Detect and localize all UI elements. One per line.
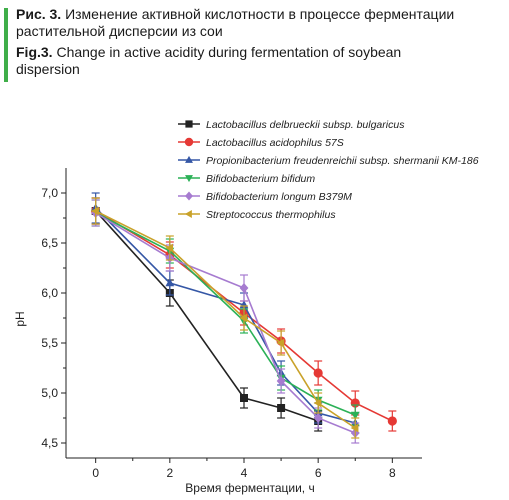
x-tick-label: 2	[166, 466, 173, 480]
legend-item-6: Streptococcus thermophilus	[178, 209, 336, 221]
data-point	[350, 423, 359, 433]
legend-item-3: Propionibacterium freudenreichii subsp. …	[178, 155, 479, 167]
legend-label: Bifidobacterium longum B379M	[206, 191, 352, 203]
legend-item-4: Bifidobacterium bifidum	[178, 173, 315, 185]
data-point	[165, 243, 174, 253]
data-point	[165, 278, 175, 287]
series-line	[95, 207, 356, 424]
y-tick-label: 5,0	[41, 386, 58, 400]
y-tick-label: 6,0	[41, 286, 58, 300]
series-5	[91, 199, 360, 444]
data-point	[350, 411, 360, 420]
legend-label: Bifidobacterium bifidum	[206, 173, 315, 185]
data-point	[239, 313, 248, 323]
series-line	[95, 212, 356, 416]
legend-marker	[185, 155, 193, 163]
series-line	[95, 212, 356, 434]
legend-label: Lactobacillus acidophilus 57S	[206, 137, 344, 149]
caption-ru-line-1: Рис. 3. Изменение активной кислотности в…	[16, 6, 454, 23]
caption-en-line-2: dispersion	[16, 61, 80, 77]
data-point	[240, 394, 248, 402]
legend-label: Streptococcus thermophilus	[206, 209, 336, 221]
data-point	[313, 368, 323, 378]
chart-legend: Lactobacillus delbrueckii subsp. bulgari…	[178, 119, 479, 221]
caption-ru-text-1: Изменение активной кислотности в процесс…	[65, 6, 455, 22]
series-6	[91, 197, 360, 439]
chart-series-layer	[91, 192, 397, 444]
legend-marker	[185, 175, 193, 183]
x-tick-label: 4	[241, 466, 248, 480]
caption-en-line-1: Fig.3. Change in active acidity during f…	[16, 44, 401, 61]
x-axis-title: Время ферментации, ч	[185, 481, 314, 495]
data-point	[276, 338, 285, 348]
y-tick-label: 7,0	[41, 186, 58, 200]
x-tick-label: 6	[315, 466, 322, 480]
data-point	[277, 404, 286, 412]
data-point	[276, 376, 286, 386]
legend-marker	[184, 210, 192, 218]
series-line	[95, 210, 356, 429]
legend-item-1: Lactobacillus delbrueckii subsp. bulgari…	[178, 119, 405, 131]
data-point	[313, 413, 323, 423]
y-tick-label: 6,5	[41, 236, 58, 250]
legend-marker	[184, 137, 194, 147]
data-point	[387, 416, 397, 426]
y-axis-title: pH	[13, 311, 27, 326]
data-point	[91, 206, 99, 216]
legend-marker	[185, 120, 193, 128]
chart-axes: 4,5 5,0 5,5 6,0 6,5 7,0 0 2 4 6 8	[41, 168, 422, 480]
legend-marker	[185, 191, 193, 201]
x-tick-label: 8	[389, 466, 396, 480]
caption-en-text-1: Change in active acidity during fermenta…	[56, 44, 402, 60]
y-tick-label: 5,5	[41, 336, 58, 350]
x-tick-label: 0	[92, 466, 99, 480]
data-point	[239, 283, 249, 293]
caption-ru-label: Рис. 3.	[16, 6, 62, 22]
series-1	[91, 197, 323, 432]
y-tick-label: 4,5	[41, 436, 58, 450]
caption-ru-line-2: растительной дисперсии из сои	[16, 23, 223, 39]
legend-label: Propionibacterium freudenreichii subsp. …	[206, 155, 479, 167]
legend-item-5: Bifidobacterium longum B379M	[178, 191, 352, 203]
legend-label: Lactobacillus delbrueckii subsp. bulgari…	[206, 119, 405, 131]
caption-accent-bar	[4, 8, 8, 82]
series-4	[91, 199, 360, 426]
data-point	[313, 398, 322, 408]
caption-en-label: Fig.3.	[16, 44, 53, 60]
legend-item-2: Lactobacillus acidophilus 57S	[178, 137, 344, 149]
